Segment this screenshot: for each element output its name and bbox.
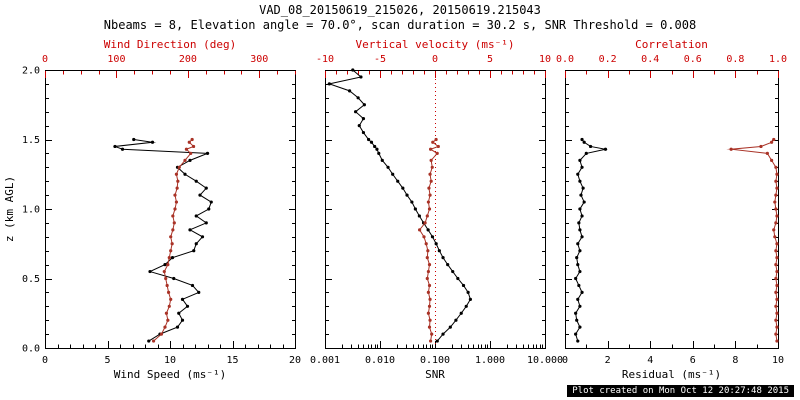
plot-title: VAD_08_20150619_215026, 20150619.215043 <box>259 3 541 17</box>
plot-subtitle: Nbeams = 8, Elevation angle = 70.0°, sca… <box>103 18 697 32</box>
plot-created-timestamp: Plot created on Mon Oct 12 20:27:48 2015 <box>567 385 794 397</box>
